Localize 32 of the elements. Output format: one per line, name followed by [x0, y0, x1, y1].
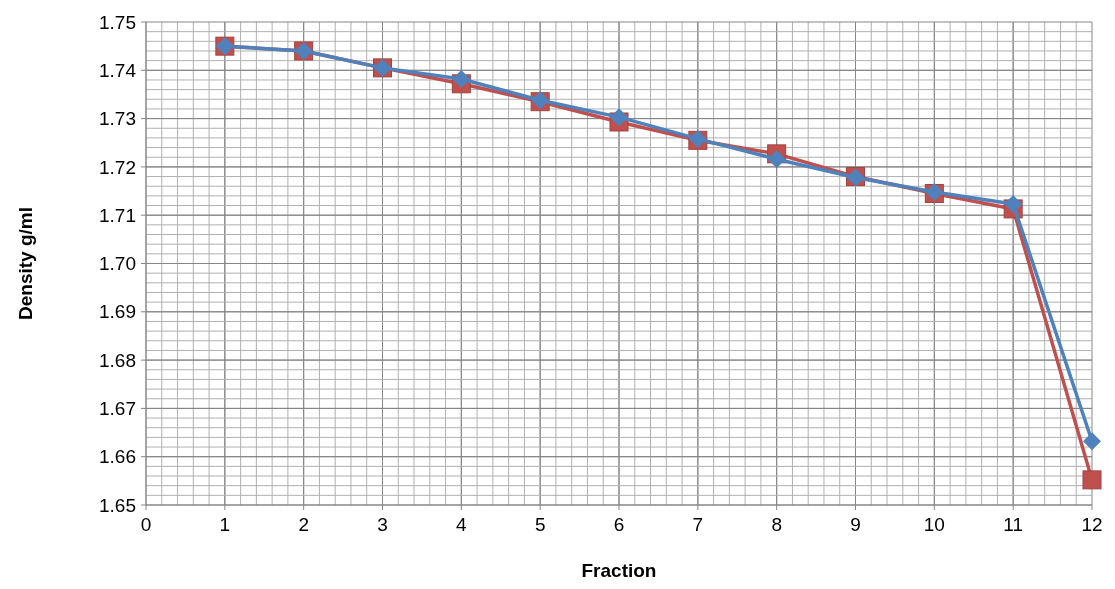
x-tick-label: 4 — [456, 514, 468, 535]
point — [1082, 470, 1102, 490]
x-tick-label: 7 — [692, 514, 704, 535]
x-tick-label: 10 — [923, 514, 945, 535]
x-tick-label: 1 — [219, 514, 231, 535]
x-tick-label: 2 — [298, 514, 309, 535]
point — [767, 150, 786, 169]
y-tick-label: 1.66 — [99, 446, 136, 468]
y-tick-label: 1.68 — [99, 349, 136, 371]
x-tick-label: 0 — [140, 514, 152, 535]
x-tick-label: 8 — [771, 514, 782, 535]
x-tick-label: 9 — [850, 514, 861, 535]
point — [610, 108, 628, 127]
point — [452, 69, 471, 88]
y-tick-label: 1.70 — [99, 253, 136, 275]
y-tick-label: 1.72 — [99, 156, 136, 178]
point — [1004, 195, 1023, 214]
x-tick-label: 5 — [534, 514, 546, 535]
y-tick-label: 1.73 — [99, 108, 136, 130]
x-tick-label: 12 — [1081, 514, 1103, 535]
point — [1083, 432, 1101, 451]
y-tick-label: 1.74 — [99, 59, 137, 81]
x-tick-label: 11 — [1003, 514, 1024, 535]
x-axis-title: Fraction — [581, 560, 657, 581]
x-tick-label: 6 — [613, 514, 625, 535]
y-tick-label: 1.67 — [99, 398, 136, 420]
y-tick-label: 1.75 — [99, 11, 136, 33]
y-axis-title: Density g/ml — [15, 207, 36, 320]
x-tick-label: 3 — [377, 514, 388, 535]
y-tick-label: 1.69 — [99, 301, 136, 323]
y-tick-label: 1.71 — [99, 204, 136, 226]
y-tick-label: 1.65 — [99, 494, 136, 516]
